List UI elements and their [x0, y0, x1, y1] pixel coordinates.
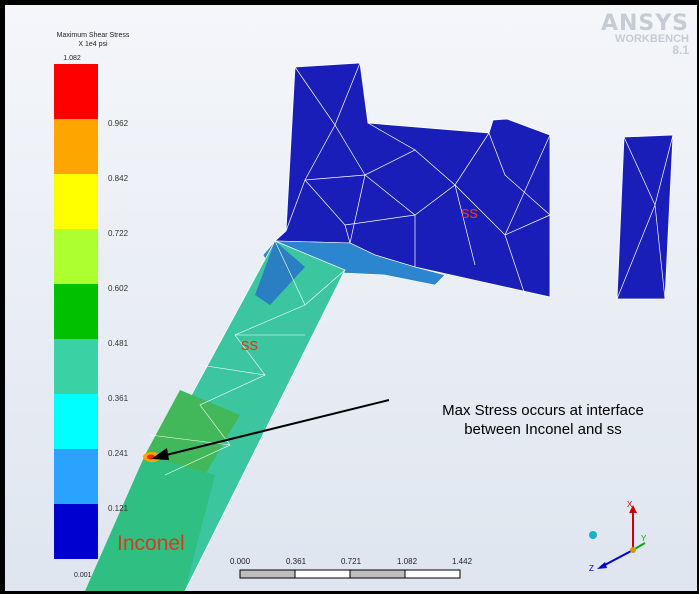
legend-label: 0.722: [108, 229, 129, 238]
axis-triad[interactable]: X Y Z: [583, 495, 663, 575]
scale-tick-label: 0.000: [230, 557, 251, 566]
legend-segment: [54, 394, 98, 449]
z-axis-arrow-icon: [597, 562, 607, 569]
scale-bar: [239, 569, 461, 579]
ansys-logo: ANSYS WORKBENCH 8.1: [600, 11, 689, 57]
legend-max-label: 1.082: [63, 55, 81, 62]
viewport[interactable]: Maximum Shear Stress X 1e4 psi 1.082 0.9…: [3, 3, 699, 593]
mesh-lines: [285, 62, 674, 300]
arm-lower: [85, 455, 215, 591]
legend-label: 0.842: [108, 174, 129, 183]
legend-label: 0.361: [108, 394, 129, 403]
legend-label: 0.602: [108, 284, 129, 293]
legend-min-label: 0.001: [74, 572, 92, 579]
y-axis-label: Y: [641, 534, 647, 543]
legend-segment: [54, 119, 98, 174]
arm-blue-patch: [255, 241, 305, 305]
label-arm-ss: ss: [241, 335, 258, 354]
legend-segment: [54, 339, 98, 394]
legend-label: 0.481: [108, 339, 129, 348]
scale-tick-label: 0.721: [341, 557, 362, 566]
legend-label: 0.241: [108, 449, 129, 458]
x-axis-label: X: [627, 500, 633, 509]
legend-segment: [54, 284, 98, 339]
z-axis-label: Z: [589, 564, 594, 573]
scale-tick-label: 1.442: [452, 557, 473, 566]
annotation-arrow: [157, 399, 390, 458]
origin-icon: [630, 547, 636, 553]
legend-title: Maximum Shear Stress X 1e4 psi: [56, 32, 130, 48]
annotation-text: Max Stress occurs at interface between I…: [442, 402, 644, 438]
z-axis-line: [600, 549, 634, 568]
legend-label: 0.121: [108, 504, 129, 513]
model-view[interactable]: [5, 5, 697, 591]
label-inconel: Inconel: [117, 532, 185, 555]
arm-mesh-lines: [149, 240, 346, 476]
arrow-head-icon: [151, 448, 169, 460]
right-block: [616, 134, 674, 300]
legend-segment: [54, 229, 98, 284]
iso-ball-icon[interactable]: [589, 531, 597, 539]
legend-segment: [54, 174, 98, 229]
scale-tick-label: 0.361: [286, 557, 307, 566]
legend-segment: [54, 504, 98, 559]
legend-color-bar: [54, 64, 98, 559]
legend-label: 0.962: [108, 119, 129, 128]
x-axis-arrow-icon: [629, 505, 637, 513]
legend-segment: [54, 64, 98, 119]
scale-tick-label: 1.082: [397, 557, 418, 566]
label-upper-ss: ss: [461, 203, 478, 222]
legend-segment: [54, 449, 98, 504]
